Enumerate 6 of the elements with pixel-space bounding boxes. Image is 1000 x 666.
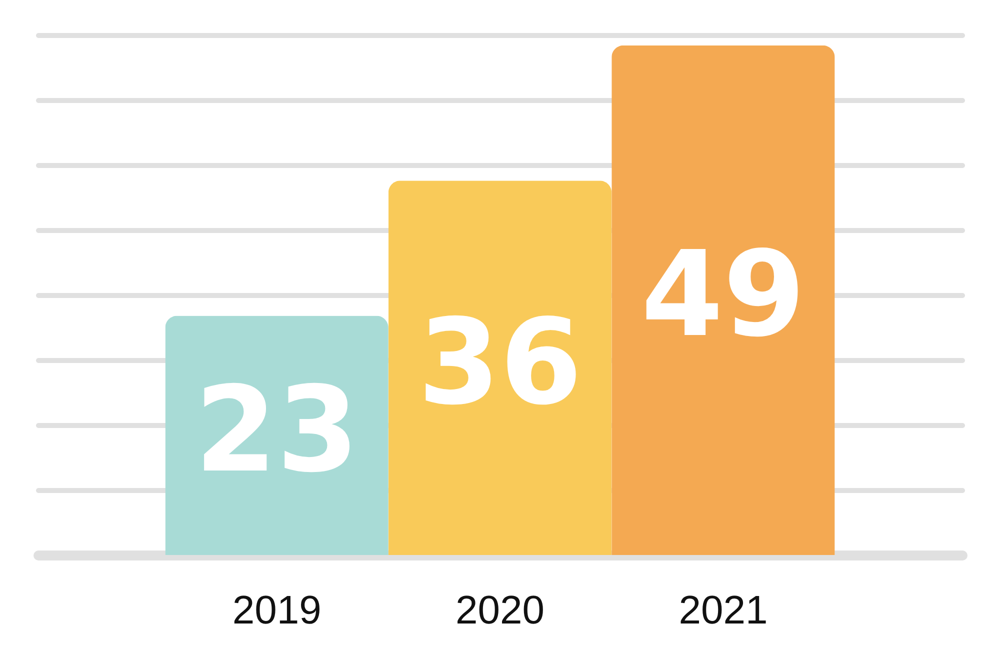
- data-label: 36: [418, 292, 582, 431]
- x-tick-label: 2020: [456, 588, 544, 632]
- x-tick-label: 2019: [232, 588, 322, 632]
- x-tick-label: 2021: [678, 588, 768, 632]
- data-label: 49: [641, 225, 806, 364]
- data-label: 23: [194, 360, 359, 498]
